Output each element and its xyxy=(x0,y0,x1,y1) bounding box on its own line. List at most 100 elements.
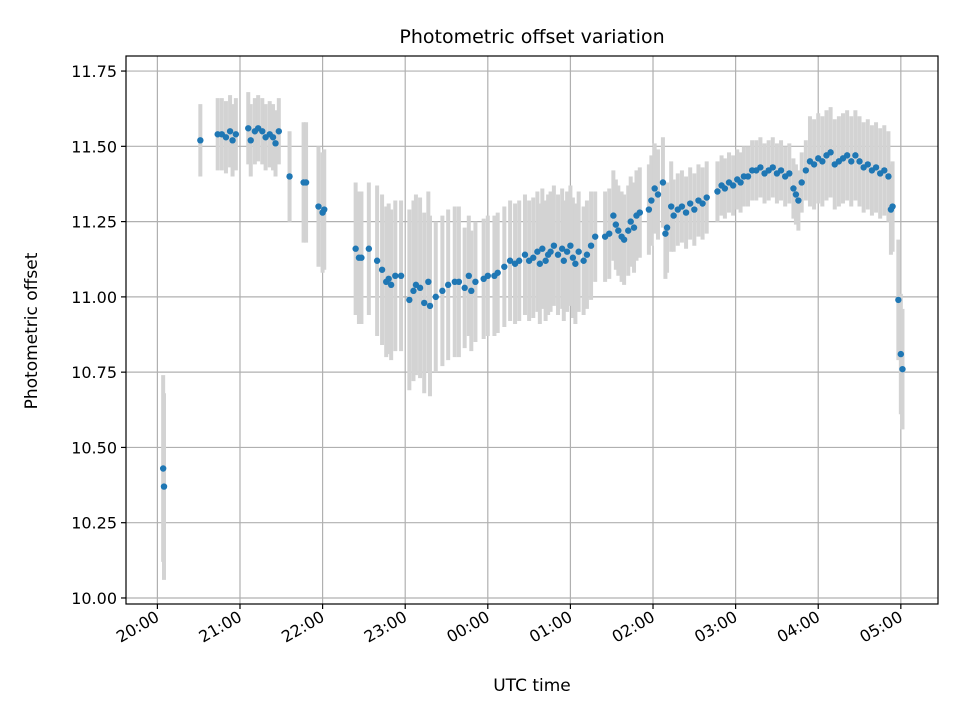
data-point xyxy=(315,203,322,210)
data-point xyxy=(229,137,236,144)
data-point xyxy=(872,164,880,171)
x-tick-label: 00:00 xyxy=(443,607,492,647)
data-point xyxy=(226,128,234,135)
y-tick-label: 10.50 xyxy=(71,438,117,457)
data-point xyxy=(444,281,452,289)
data-point xyxy=(468,287,475,295)
data-point xyxy=(786,170,793,177)
data-point xyxy=(790,185,797,192)
grid xyxy=(126,56,938,604)
data-point xyxy=(662,230,669,237)
data-point xyxy=(547,248,554,255)
data-point xyxy=(275,128,283,135)
data-point xyxy=(569,254,577,261)
y-tick-label: 10.75 xyxy=(71,363,117,382)
data-point xyxy=(465,272,473,280)
data-point xyxy=(897,350,905,358)
data-point xyxy=(536,260,544,267)
data-point xyxy=(560,257,568,264)
data-point xyxy=(899,365,906,373)
data-point xyxy=(385,275,392,283)
data-point xyxy=(222,134,230,141)
y-tick-label: 11.75 xyxy=(71,62,117,81)
data-point xyxy=(663,224,671,231)
data-point xyxy=(416,284,424,292)
data-point xyxy=(678,203,686,210)
data-point xyxy=(798,179,805,186)
data-point xyxy=(777,167,785,174)
data-point xyxy=(521,251,529,258)
data-point xyxy=(286,173,293,180)
data-point xyxy=(530,254,537,261)
data-point xyxy=(387,281,395,289)
data-point xyxy=(494,269,501,276)
y-tick-label: 10.25 xyxy=(71,514,117,533)
data-point xyxy=(534,248,541,255)
data-point xyxy=(682,209,690,216)
data-point xyxy=(651,185,658,192)
data-point xyxy=(358,254,365,261)
data-point xyxy=(373,257,381,264)
data-point xyxy=(554,251,562,258)
data-point xyxy=(515,257,523,264)
data-point xyxy=(848,158,855,165)
data-point xyxy=(645,206,653,213)
data-point xyxy=(703,194,710,201)
data-point xyxy=(439,287,446,295)
data-point xyxy=(397,272,405,280)
data-point xyxy=(636,209,643,216)
data-point xyxy=(550,242,558,249)
data-point xyxy=(630,224,638,231)
data-point xyxy=(259,128,266,135)
data-point xyxy=(852,152,859,159)
x-tick-label: 21:00 xyxy=(196,607,245,647)
data-point xyxy=(691,206,698,213)
data-point xyxy=(269,134,277,141)
data-point xyxy=(810,161,818,168)
data-point xyxy=(321,206,328,213)
data-point xyxy=(506,257,514,264)
data-point xyxy=(802,167,810,174)
data-point xyxy=(426,302,434,310)
data-point xyxy=(563,248,571,255)
data-point xyxy=(792,191,800,198)
data-point xyxy=(352,245,359,252)
data-point xyxy=(159,465,167,472)
data-point xyxy=(484,272,492,280)
data-point xyxy=(612,221,620,228)
data-point xyxy=(714,188,721,195)
plot-frame xyxy=(125,55,939,605)
data-point xyxy=(245,125,252,132)
x-tick-label: 04:00 xyxy=(774,607,823,647)
data-point xyxy=(881,167,888,174)
data-point xyxy=(580,257,587,264)
data-points xyxy=(159,125,906,490)
data-point xyxy=(895,296,902,304)
data-point xyxy=(737,179,744,186)
data-point xyxy=(410,287,417,295)
x-tick-label: 23:00 xyxy=(361,607,410,647)
data-point xyxy=(501,263,508,270)
data-point xyxy=(889,203,896,210)
data-point xyxy=(856,158,863,165)
data-point xyxy=(654,191,662,198)
data-point xyxy=(583,251,591,258)
y-axis-ticks: 10.00 10.25 10.50 10.75 11.00 11.25 11.50 11.75 xyxy=(71,62,126,608)
data-point xyxy=(542,257,549,264)
x-tick-label: 02:00 xyxy=(609,607,658,647)
data-point xyxy=(378,266,386,273)
data-point xyxy=(769,164,776,171)
data-point xyxy=(757,164,764,171)
data-point xyxy=(432,293,439,301)
x-tick-label: 01:00 xyxy=(526,607,575,647)
data-point xyxy=(572,260,579,267)
data-point xyxy=(843,152,851,159)
data-point xyxy=(729,182,737,189)
x-axis-label: UTC time xyxy=(493,676,571,696)
data-point xyxy=(272,140,279,147)
data-point xyxy=(625,227,632,234)
data-point xyxy=(455,278,463,286)
data-point xyxy=(587,242,595,249)
data-point xyxy=(406,296,413,304)
